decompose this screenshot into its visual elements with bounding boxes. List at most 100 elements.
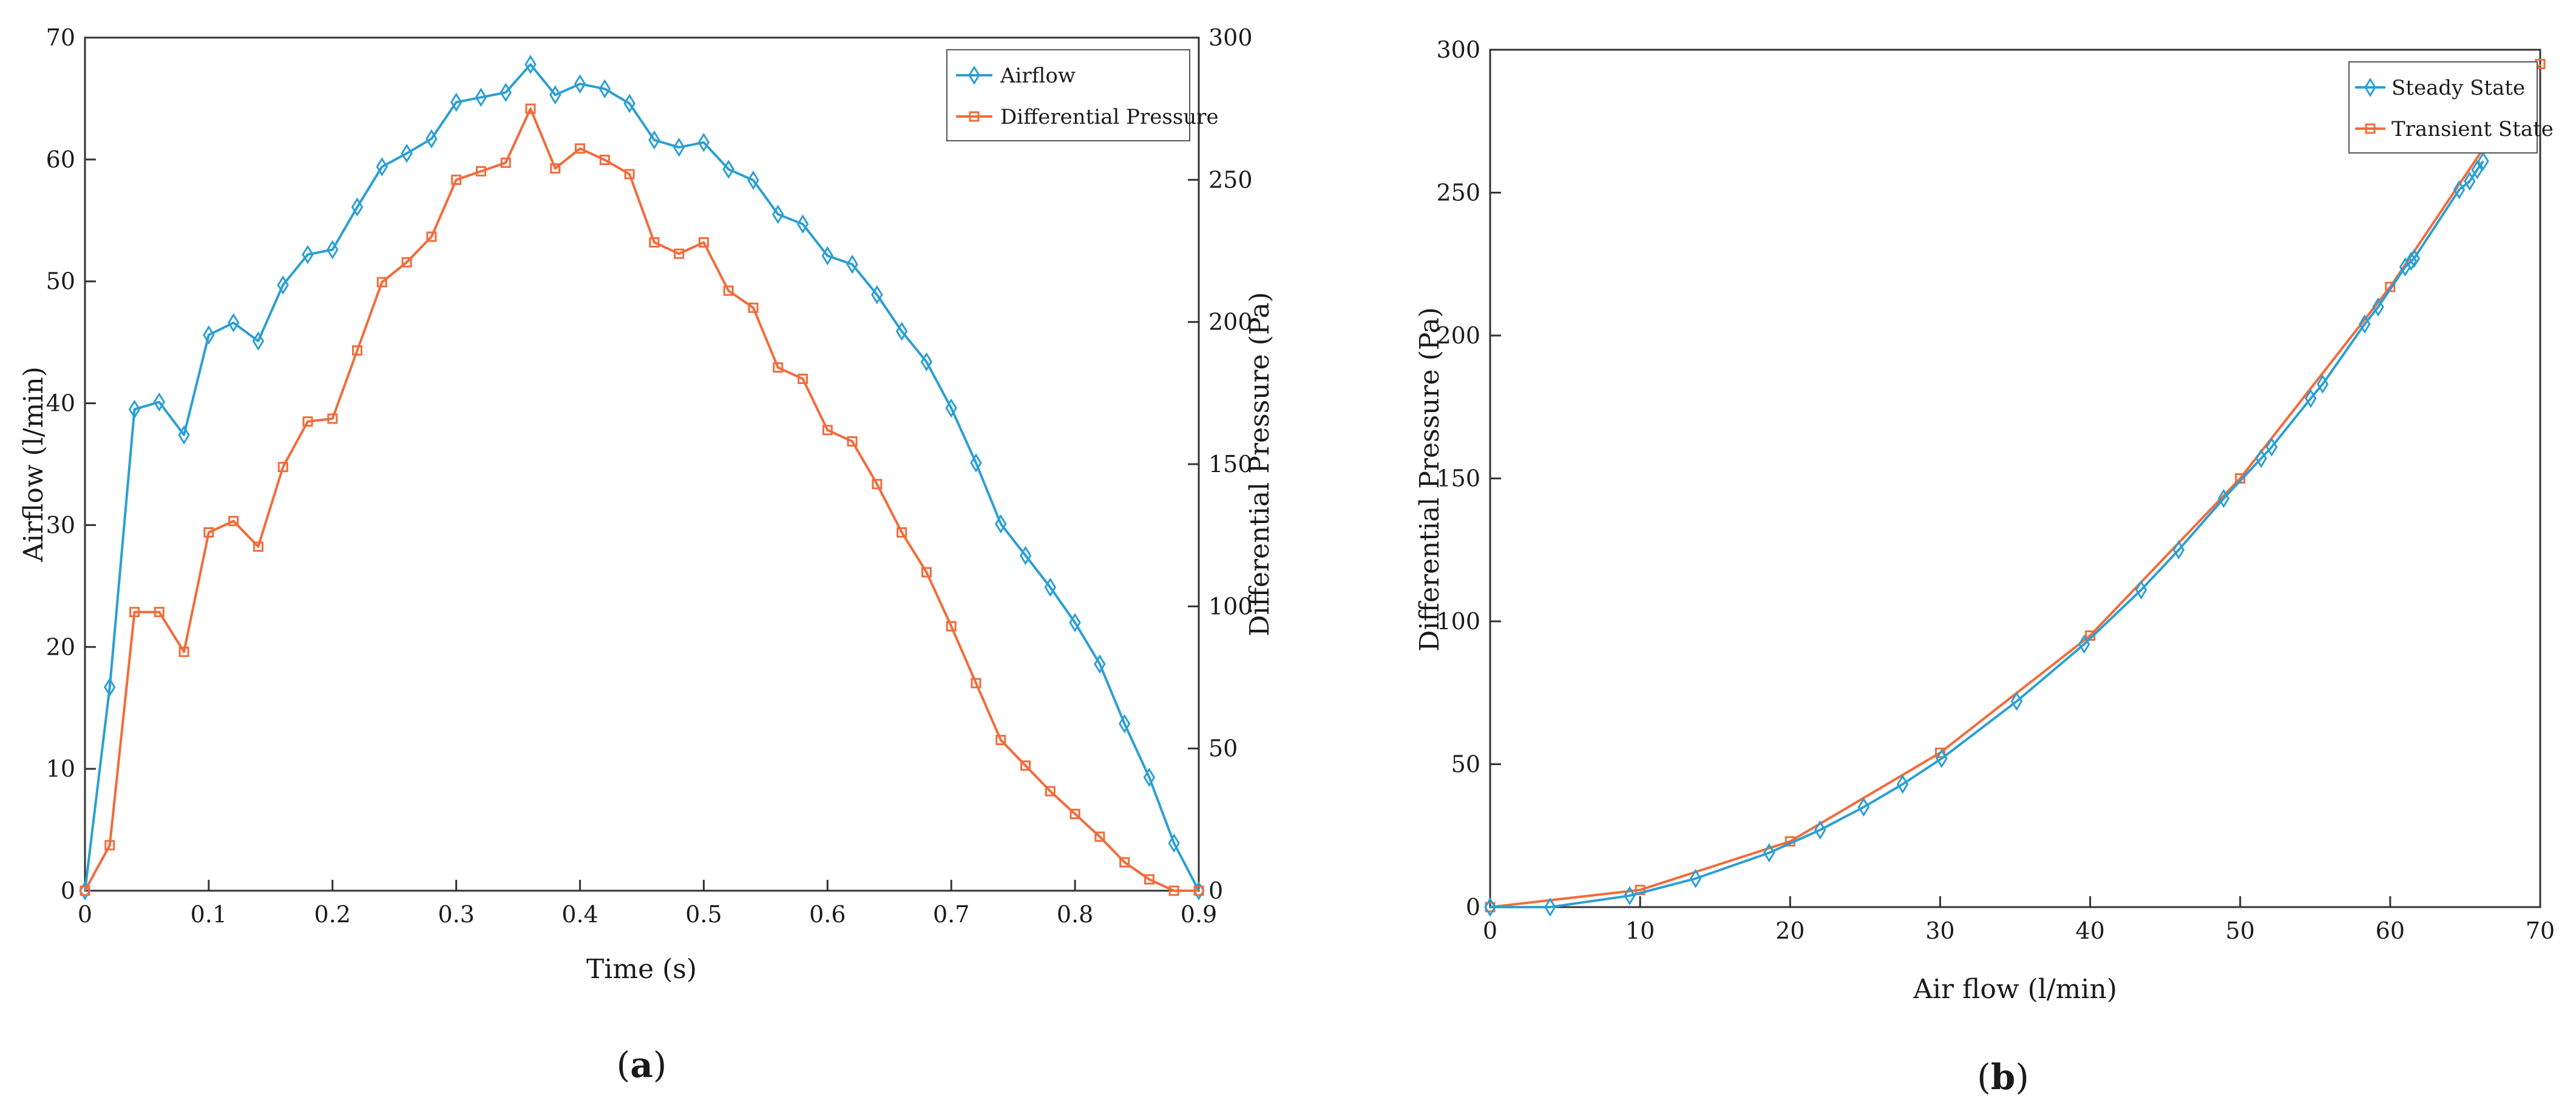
series-airflow-point xyxy=(821,246,834,266)
series-differential-pressure-point xyxy=(451,174,462,185)
series-steady-state-point xyxy=(1544,897,1556,917)
panel-b-x-tick-label: 20 xyxy=(1775,917,1805,944)
series-differential-pressure-point xyxy=(649,237,660,248)
series-steady-state-point xyxy=(2405,251,2418,271)
series-differential-pressure-point xyxy=(1020,760,1031,771)
series-airflow-point xyxy=(203,325,215,345)
series-steady-state-point xyxy=(2316,374,2329,394)
series-differential-pressure-point xyxy=(1193,885,1204,896)
series-steady-state-point xyxy=(1624,886,1636,906)
series-airflow-point xyxy=(920,352,933,372)
panel-b-x-tick-label: 10 xyxy=(1625,917,1655,944)
series-airflow-point xyxy=(598,79,611,99)
series-differential-pressure-point xyxy=(971,678,981,689)
series-differential-pressure-point xyxy=(1069,808,1080,819)
panel-a-x-tick-label: 0.7 xyxy=(933,901,969,928)
panel-a-y-tick-label: 40 xyxy=(46,390,75,417)
panel-a-x-tick-label: 0.6 xyxy=(809,901,846,928)
series-airflow-point xyxy=(549,85,561,105)
panel-b-x-tick-label: 60 xyxy=(2376,917,2405,944)
series-airflow-point xyxy=(153,392,166,412)
panel-b-y-tick-label: 200 xyxy=(1436,322,1480,349)
series-steady-state-point xyxy=(2265,437,2278,457)
panel-b-y-axis-title: Differential Pressure (Pa) xyxy=(1414,307,1445,652)
series-differential-pressure-point xyxy=(946,621,957,632)
panel-a-x-tick-label: 0.2 xyxy=(314,901,351,928)
panel-a-y2-tick-label: 250 xyxy=(1208,166,1253,193)
series-steady-state-point xyxy=(2305,388,2317,408)
series-airflow-point xyxy=(475,87,487,107)
panel-b-y-tick-label: 300 xyxy=(1436,36,1480,63)
series-airflow-point xyxy=(574,74,586,94)
panel-b-legend-box xyxy=(2348,61,2538,154)
series-airflow-point xyxy=(524,55,537,75)
series-differential-pressure-point xyxy=(352,345,363,356)
series-airflow-point xyxy=(302,245,314,265)
panel-a-x-tick-label: 0.4 xyxy=(561,901,598,928)
series-airflow-point xyxy=(846,254,858,274)
panel-b-x-tick-label: 0 xyxy=(1483,917,1497,944)
panel-b-x-tick-label: 40 xyxy=(2075,917,2104,944)
panel-a-y-tick-label: 70 xyxy=(46,24,75,51)
series-steady-state-point xyxy=(2255,448,2268,468)
series-differential-pressure-point xyxy=(599,155,610,166)
panel-a-x-tick-label: 0.8 xyxy=(1057,901,1093,928)
panel-a-x-axis-title: Time (s) xyxy=(586,954,697,985)
series-airflow-point xyxy=(178,425,190,445)
series-differential-pressure-point xyxy=(575,143,586,154)
series-differential-pressure-point xyxy=(525,103,536,114)
panel-a-y-tick-label: 50 xyxy=(46,268,75,295)
series-differential-pressure-point xyxy=(302,416,313,427)
panel-b-x-ticks: 0 10 20 30 40 50 60 70 xyxy=(1483,896,2555,944)
series-differential-pressure-point xyxy=(748,302,759,313)
series-differential-pressure-point xyxy=(624,169,635,180)
series-airflow-point xyxy=(227,313,240,333)
panel-b-y-tick-label: 150 xyxy=(1436,465,1480,492)
series-differential-pressure-point xyxy=(401,257,412,268)
panel-b-x-tick-label: 70 xyxy=(2526,917,2555,944)
panel-b-label-letter: b xyxy=(1991,1056,2016,1098)
panel-a-x-ticks: 0 0.1 0.2 0.3 0.4 0.5 0.6 0.7 0.8 0.9 xyxy=(78,880,1217,928)
series-airflow-point xyxy=(1019,545,1032,565)
series-airflow-point xyxy=(79,881,91,900)
panel-a-series xyxy=(79,55,1205,900)
series-steady-state-line xyxy=(1490,160,2484,908)
legend-differential-pressure-marker xyxy=(969,111,980,122)
series-differential-pressure-point xyxy=(1168,885,1179,896)
legend-steady-state-label: Steady State xyxy=(2391,76,2525,100)
series-differential-pressure-line xyxy=(84,107,1199,892)
series-differential-pressure-point xyxy=(872,479,883,490)
series-airflow-point xyxy=(1094,654,1106,674)
series-transient-state-point xyxy=(1934,748,1945,758)
legend-airflow-marker xyxy=(968,66,980,85)
series-differential-pressure-point xyxy=(178,646,189,657)
panel-a-x-tick-label: 0.1 xyxy=(191,901,227,928)
panel-a-y-tick-label: 30 xyxy=(46,511,75,538)
series-steady-state-point xyxy=(1484,897,1496,917)
series-differential-pressure-point xyxy=(129,607,140,618)
series-differential-pressure-point xyxy=(550,163,561,174)
series-differential-pressure-point xyxy=(1119,857,1130,868)
series-airflow-point xyxy=(128,399,141,419)
panel-a-label-letter: a xyxy=(630,1044,653,1085)
series-differential-pressure-point xyxy=(277,462,288,473)
series-airflow-point xyxy=(500,83,512,103)
panel-a-y-tick-label: 20 xyxy=(46,633,75,660)
panel-a: 0 0.1 0.2 0.3 0.4 0.5 0.6 0.7 0.8 0.9 0 10 20 30 40 50… xyxy=(18,24,1275,1085)
series-differential-pressure-point xyxy=(500,157,511,168)
panel-a-x-tick-label: 0.9 xyxy=(1181,901,1217,928)
series-differential-pressure-point xyxy=(228,516,239,527)
panel-b-x-tick-label: 30 xyxy=(1925,917,1954,944)
series-differential-pressure-point xyxy=(327,413,338,424)
series-differential-pressure-point xyxy=(80,885,90,896)
series-steady-state-point xyxy=(2453,180,2466,200)
panel-a-y-ticks: 0 10 20 30 40 50 60 70 xyxy=(46,24,96,904)
series-steady-state-point xyxy=(2172,540,2185,560)
series-airflow-point xyxy=(104,677,116,697)
series-airflow-point xyxy=(945,398,957,418)
series-differential-pressure-point xyxy=(847,436,858,447)
series-airflow-point xyxy=(747,170,759,190)
panel-a-plot-area xyxy=(84,36,1200,892)
series-differential-pressure-point xyxy=(822,425,833,436)
